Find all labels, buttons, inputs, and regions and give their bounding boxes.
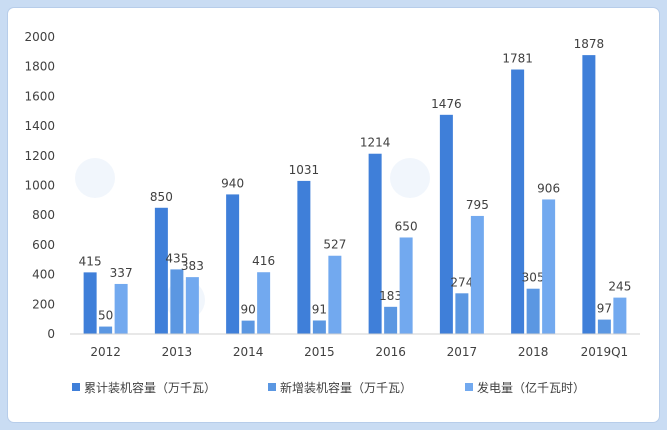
bar — [241, 320, 255, 334]
data-label: 50 — [98, 309, 113, 323]
bar — [384, 306, 398, 334]
legend-swatch — [268, 383, 276, 391]
bar — [312, 320, 326, 334]
bar — [542, 199, 556, 334]
x-tick-label: 2018 — [518, 345, 549, 359]
bar — [582, 55, 596, 334]
bar — [368, 153, 382, 334]
data-label: 90 — [240, 303, 255, 317]
bar — [297, 180, 311, 334]
bar — [613, 297, 627, 334]
bar — [185, 277, 199, 334]
y-tick-label: 400 — [32, 268, 55, 282]
bar — [226, 194, 240, 334]
x-tick-label: 2013 — [162, 345, 193, 359]
data-label: 1878 — [574, 37, 605, 51]
bar — [399, 237, 413, 334]
data-label: 415 — [79, 254, 102, 268]
x-tick-label: 2015 — [304, 345, 335, 359]
data-label: 91 — [312, 302, 327, 316]
data-label: 416 — [252, 254, 275, 268]
x-axis: 2012 2013 2014 2015 2016 2017 2018 2019Q1 — [70, 333, 640, 359]
bar — [470, 215, 484, 334]
data-label: 1781 — [502, 52, 533, 66]
data-label: 97 — [597, 302, 612, 316]
legend-label: 新增装机容量（万千瓦） — [280, 380, 412, 395]
data-label: 1476 — [431, 97, 462, 111]
bar — [597, 319, 611, 334]
data-label: 1031 — [289, 163, 320, 177]
bar — [114, 283, 128, 334]
legend-label: 发电量（亿千瓦时） — [477, 380, 585, 395]
bar — [455, 293, 469, 334]
y-tick-label: 1200 — [24, 149, 55, 163]
bar — [170, 269, 184, 334]
bar — [154, 207, 168, 334]
y-tick-label: 1000 — [24, 179, 55, 193]
y-axis: 0 200 400 600 800 1000 1200 1400 1600 1800 2000 — [24, 30, 55, 341]
y-tick-label: 200 — [32, 297, 55, 311]
data-label: 527 — [323, 238, 346, 252]
legend-swatch — [72, 383, 80, 391]
data-label: 383 — [181, 259, 204, 273]
y-tick-label: 600 — [32, 238, 55, 252]
x-tick-label: 2014 — [233, 345, 264, 359]
data-label: 183 — [379, 289, 402, 303]
bar — [99, 326, 113, 334]
watermarks — [75, 158, 430, 320]
data-label: 337 — [110, 266, 133, 280]
data-label: 435 — [165, 251, 188, 265]
legend: 累计装机容量（万千瓦） 新增装机容量（万千瓦） 发电量（亿千瓦时） — [72, 380, 585, 395]
y-tick-label: 1800 — [24, 60, 55, 74]
data-label: 850 — [150, 190, 173, 204]
bar — [328, 255, 342, 334]
data-label: 245 — [608, 280, 631, 294]
data-label: 650 — [395, 219, 418, 233]
x-tick-label: 2012 — [90, 345, 121, 359]
y-tick-label: 2000 — [24, 30, 55, 44]
data-label: 795 — [466, 198, 489, 212]
data-label: 274 — [450, 275, 473, 289]
x-tick-label: 2019Q1 — [581, 345, 629, 359]
y-tick-label: 0 — [47, 327, 55, 341]
bar — [257, 272, 271, 334]
data-label: 906 — [537, 181, 560, 195]
x-tick-label: 2017 — [447, 345, 478, 359]
bar — [511, 69, 525, 335]
x-tick-label: 2016 — [375, 345, 406, 359]
legend-label: 累计装机容量（万千瓦） — [84, 380, 216, 395]
bar — [83, 272, 97, 334]
data-label: 940 — [221, 176, 244, 190]
bar — [526, 288, 540, 334]
data-label: 1214 — [360, 136, 391, 150]
y-tick-label: 1400 — [24, 119, 55, 133]
y-tick-label: 800 — [32, 208, 55, 222]
legend-swatch — [465, 383, 473, 391]
data-label: 305 — [522, 271, 545, 285]
bar — [439, 114, 453, 335]
y-tick-label: 1600 — [24, 89, 55, 103]
